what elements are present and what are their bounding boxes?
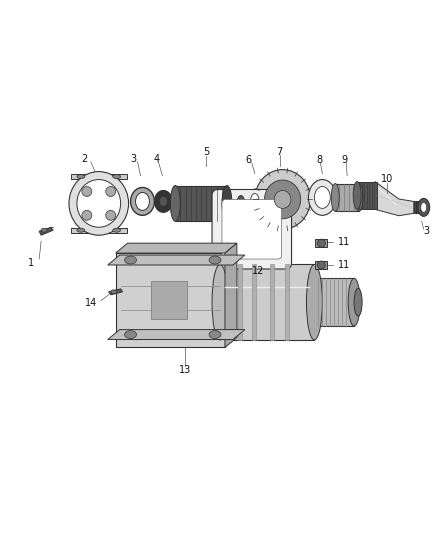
Ellipse shape [331,183,339,212]
Bar [335,183,359,212]
Ellipse shape [131,188,155,215]
Text: 4: 4 [153,154,159,164]
Text: 2: 2 [82,154,88,164]
Ellipse shape [265,180,300,219]
Text: 12: 12 [251,266,264,276]
Bar [285,264,289,340]
Ellipse shape [113,228,120,232]
Ellipse shape [209,256,221,264]
Text: 6: 6 [246,155,252,165]
Ellipse shape [237,196,245,212]
Ellipse shape [111,290,117,294]
Ellipse shape [251,193,259,205]
Ellipse shape [418,198,430,216]
Ellipse shape [354,288,362,316]
Ellipse shape [170,185,180,221]
Bar [414,201,424,213]
Ellipse shape [159,197,167,206]
Ellipse shape [77,180,120,227]
Polygon shape [39,227,53,235]
FancyBboxPatch shape [222,199,282,259]
Ellipse shape [124,256,137,264]
Bar [314,278,354,326]
Text: 3: 3 [131,154,137,164]
Bar [357,182,377,209]
Polygon shape [116,243,237,253]
Ellipse shape [82,211,92,220]
Text: 5: 5 [203,147,209,157]
Text: 8: 8 [316,155,322,165]
Ellipse shape [77,228,85,232]
Ellipse shape [155,190,172,212]
Text: 14: 14 [85,298,97,308]
Ellipse shape [318,239,325,247]
Ellipse shape [106,187,116,197]
Ellipse shape [41,228,47,232]
FancyBboxPatch shape [212,190,292,269]
Bar [220,264,314,340]
Ellipse shape [421,201,427,213]
Ellipse shape [222,185,232,221]
Bar [238,264,242,340]
Ellipse shape [318,261,325,269]
Bar [152,281,187,319]
Ellipse shape [308,180,336,215]
Text: 10: 10 [381,174,393,183]
Ellipse shape [82,187,92,197]
Bar [270,264,274,340]
Ellipse shape [77,175,85,179]
Ellipse shape [255,169,311,229]
Ellipse shape [421,203,427,212]
Ellipse shape [212,264,228,340]
Ellipse shape [247,190,263,209]
Ellipse shape [106,211,116,220]
Polygon shape [109,289,123,295]
Ellipse shape [113,175,120,179]
Text: 9: 9 [341,155,347,165]
Polygon shape [108,255,245,265]
Polygon shape [71,228,127,233]
Ellipse shape [314,187,330,208]
Text: 11: 11 [338,237,350,247]
Text: 11: 11 [338,260,350,270]
Polygon shape [71,174,127,179]
Text: 13: 13 [179,365,191,375]
Bar [252,264,256,340]
Ellipse shape [348,278,360,326]
Text: 7: 7 [276,147,283,157]
Polygon shape [108,329,245,340]
Text: 3: 3 [424,226,430,236]
Ellipse shape [135,192,149,211]
Ellipse shape [307,264,322,340]
Text: 1: 1 [28,258,34,268]
Bar [175,185,227,221]
Bar [227,196,241,212]
Ellipse shape [355,183,363,212]
Ellipse shape [69,172,129,235]
Polygon shape [375,182,414,216]
Ellipse shape [274,190,291,208]
Bar [116,253,225,348]
Bar [315,239,327,247]
Ellipse shape [209,330,221,338]
Polygon shape [225,243,237,348]
Ellipse shape [353,182,361,209]
Ellipse shape [124,330,137,338]
Bar [315,261,327,269]
